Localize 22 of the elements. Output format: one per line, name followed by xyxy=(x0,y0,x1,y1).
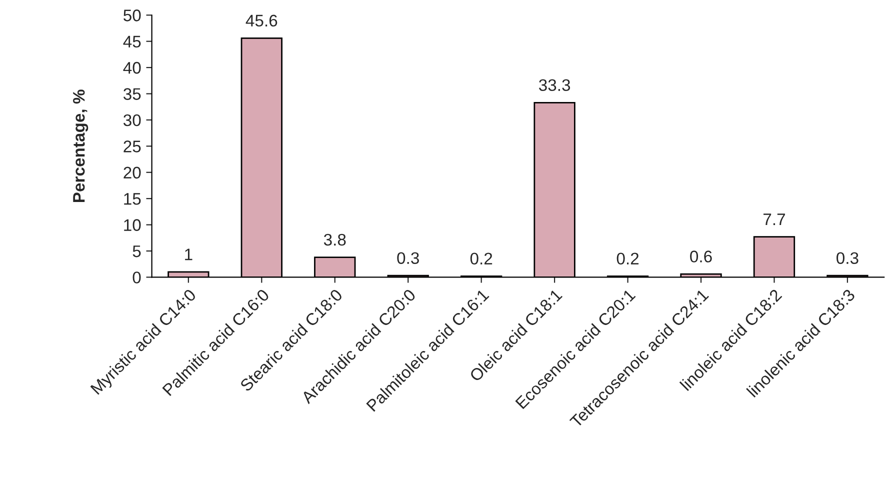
y-tick-label: 20 xyxy=(124,166,141,179)
y-tick-label: 0 xyxy=(132,272,141,284)
data-label: 0.2 xyxy=(470,252,492,265)
y-axis-title: Percentage, % xyxy=(73,90,88,202)
data-label: 1 xyxy=(185,248,192,260)
data-label: 0.2 xyxy=(616,252,639,265)
y-tick-label: 5 xyxy=(132,246,141,258)
y-tick-label: 15 xyxy=(124,193,141,205)
y-tick-label: 50 xyxy=(124,10,141,22)
data-label: 0.3 xyxy=(836,252,858,264)
data-label: 45.6 xyxy=(246,14,278,27)
y-tick-label: 45 xyxy=(123,36,141,48)
data-label: 7.7 xyxy=(764,214,785,226)
data-label: 3.8 xyxy=(324,234,346,246)
data-label: 0.3 xyxy=(397,252,419,264)
y-tick-label: 10 xyxy=(124,219,141,231)
data-label: 0.6 xyxy=(690,250,712,262)
y-tick-label: 40 xyxy=(123,62,141,74)
y-tick-label: 25 xyxy=(124,140,141,152)
y-tick-label: 35 xyxy=(123,88,141,100)
y-tick-label: 30 xyxy=(123,114,141,126)
data-label: 33.3 xyxy=(538,79,570,92)
